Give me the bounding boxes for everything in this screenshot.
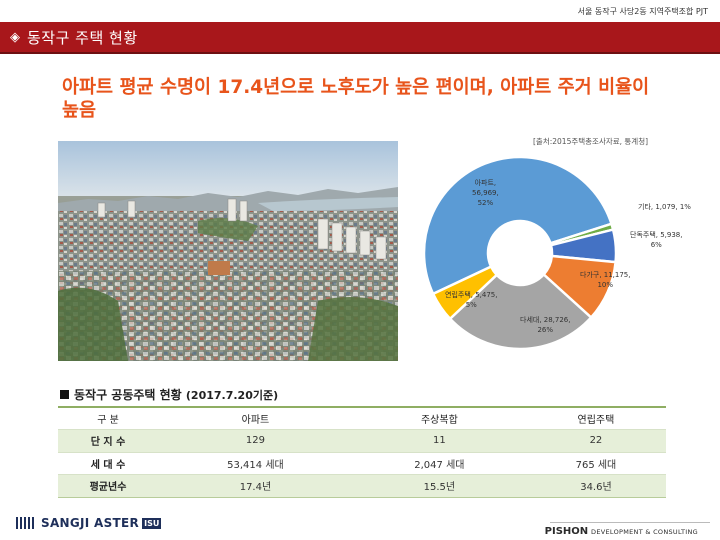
table-cell: 2,047 세대 [352,452,526,475]
table-row: 세 대 수 53,414 세대 2,047 세대 765 세대 [58,452,666,475]
table-cell: 34.6년 [525,474,666,498]
footer-divider [550,522,710,523]
table-cell: 17.4년 [158,474,353,498]
donut-chart-svg [422,155,618,351]
housing-type-donut-chart: 아파트, 56,969, 52% 기타, 1,079, 1% 단독주택, 5,938, 6… [410,150,700,365]
pie-slice-label: 기타, 1,079, 1% [638,203,691,211]
brand-name: SANGJI ASTER [41,516,140,530]
source-note: [출처:2015주택총조사자료, 통계청] [533,137,649,146]
pie-slice-label: 단독주택, 5,938, 6% [630,231,683,249]
pie-slice-label: 다가구, 11,175, 10% [580,271,631,289]
aerial-city-photo [58,141,398,361]
table-cell: 11 [352,429,526,453]
square-bullet-icon [60,390,69,399]
page-title: 동작구 주택 현황 [27,28,138,47]
header-caption: 서울 동작구 사당2동 지역주택조합 PJT [577,7,708,16]
table-heading-text: 동작구 공동주택 현황 [74,388,182,402]
title-bar: ◈ 동작구 주택 현황 [0,22,720,52]
company-name: PISHON [544,526,589,537]
table-row: 단 지 수 129 11 22 [58,429,666,453]
sangji-aster-logo: SANGJI ASTER ISU [16,516,162,530]
row-header: 평균년수 [58,474,158,498]
headline: 아파트 평균 수명이 17.4년으로 노후도가 높은 편이며, 아파트 주거 비… [62,77,650,121]
row-header: 세 대 수 [58,452,158,475]
aerial-photo-illustration [58,141,398,361]
company-subtitle: DEVELOPMENT & CONSULTING [591,528,698,536]
pishon-footer: PISHON DEVELOPMENT & CONSULTING [545,526,698,537]
table-section-heading: 동작구 공동주택 현황 (2017.7.20기준) [60,386,278,403]
pie-slice-label: 연립주택, 5,475, 5% [445,291,498,309]
col-header: 연립주택 [525,406,666,430]
housing-complex-table: 구 분 아파트 주상복합 연립주택 단 지 수 129 11 22 세 대 수 … [58,406,666,498]
row-header: 단 지 수 [58,429,158,453]
table-cell: 53,414 세대 [158,452,353,475]
col-header: 구 분 [58,406,158,430]
table-header-row: 구 분 아파트 주상복합 연립주택 [58,406,666,430]
pie-slice-0 [422,155,614,296]
table-heading-date: (2017.7.20기준) [185,389,279,402]
table-cell: 765 세대 [525,452,666,475]
pie-slice-4 [448,272,593,351]
col-header: 주상복합 [352,406,526,430]
pie-slice-label: 아파트, 56,969, 52% [472,179,499,207]
pie-slice-label: 다세대, 28,726, 26% [520,316,571,334]
diamond-bullet-icon: ◈ [10,29,20,45]
brand-tag: ISU [142,517,162,529]
title-underline [0,52,720,54]
table-cell: 15.5년 [352,474,526,498]
col-header: 아파트 [158,406,353,430]
logo-bars-icon [16,517,34,529]
table-cell: 129 [158,429,353,453]
table-cell: 22 [525,429,666,453]
pie-slice-5 [431,264,499,321]
table-row: 평균년수 17.4년 15.5년 34.6년 [58,474,666,498]
